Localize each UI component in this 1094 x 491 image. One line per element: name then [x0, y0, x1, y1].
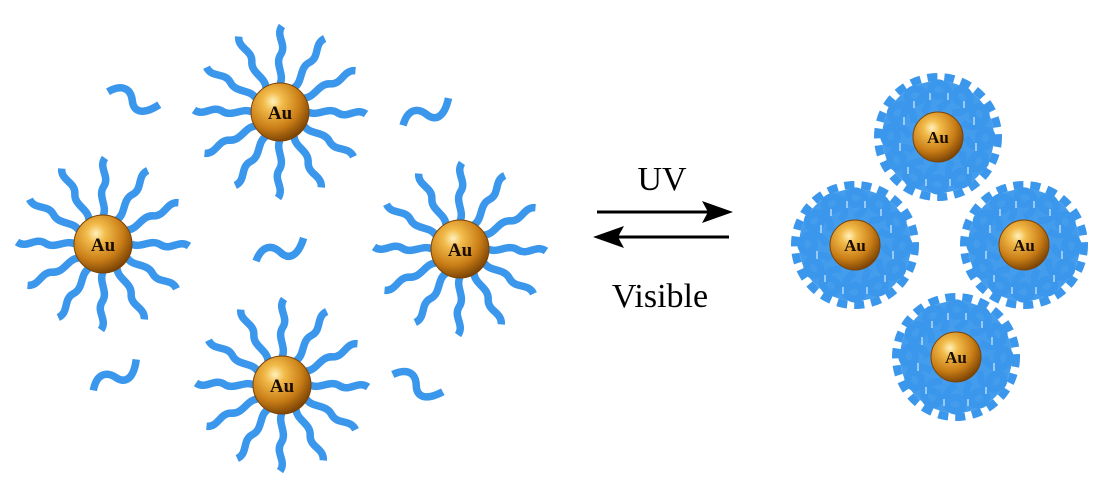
- uv-label: UV: [637, 161, 687, 198]
- aggregated-nanoparticle-left: Au: [795, 185, 915, 305]
- au-label: Au: [844, 236, 866, 255]
- gold-nanoparticle-top: Au: [194, 26, 366, 198]
- aggregated-nanoparticle-right: Au: [964, 185, 1084, 305]
- reversible-arrows: UV Visible: [593, 161, 733, 315]
- aggregated-nanoparticle-top: Au: [878, 77, 998, 197]
- free-ligand: [253, 238, 307, 265]
- gold-nanoparticle-left: Au: [17, 158, 189, 330]
- au-label: Au: [268, 103, 293, 124]
- au-label: Au: [945, 348, 967, 367]
- au-label: Au: [448, 240, 473, 261]
- visible-label: Visible: [612, 278, 708, 315]
- aggregated-state: Au Au Au Au: [795, 77, 1084, 417]
- gold-nanoparticle-right: Au: [374, 163, 546, 335]
- reverse-arrow-head: [593, 226, 624, 248]
- free-ligand: [89, 359, 142, 394]
- free-ligand: [400, 98, 454, 129]
- free-ligand: [391, 366, 443, 404]
- au-label: Au: [1013, 236, 1035, 255]
- forward-arrow-head: [702, 201, 733, 223]
- au-label: Au: [91, 235, 116, 256]
- free-ligand: [106, 83, 159, 118]
- au-label: Au: [927, 128, 949, 147]
- dispersed-state: Au Au Au Au: [17, 26, 546, 471]
- au-label: Au: [270, 376, 295, 397]
- gold-nanoparticle-bottom: Au: [196, 299, 368, 471]
- aggregated-nanoparticle-bottom: Au: [896, 297, 1016, 417]
